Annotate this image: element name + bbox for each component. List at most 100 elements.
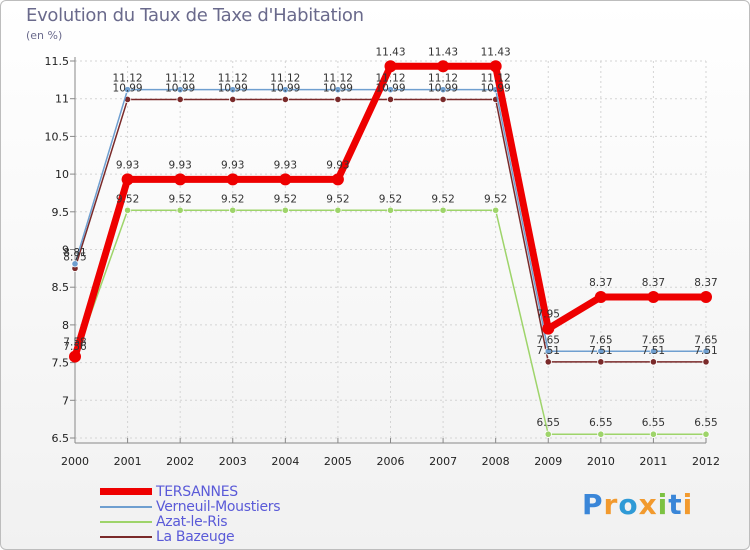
data-label: 11.12 [428,73,458,85]
legend: TERSANNES Verneuil-Moustiers Azat-le-Ris La… [100,483,281,545]
legend-label: TERSANNES [156,483,238,500]
data-label: 10.99 [270,82,300,94]
data-label: 7.56 [63,341,87,353]
data-point [439,95,447,104]
data-point [334,86,342,94]
data-label: 9.52 [431,193,454,205]
data-point [334,95,342,104]
logo-letter: i [682,488,694,521]
data-label: 9.52 [221,193,244,205]
data-point [176,206,184,214]
data-label: 7.65 [589,334,612,346]
data-point [229,86,237,94]
x-tick-label: 2000 [61,455,89,468]
x-tick-label: 2002 [166,455,194,468]
data-label: 10.99 [165,82,195,94]
data-point [702,358,710,366]
x-tick-label: 2008 [482,455,510,468]
data-point [489,60,502,73]
data-point [544,430,552,438]
chart-title: Evolution du Taux de Taxe d'Habitation [26,5,364,26]
data-label: 11.12 [165,73,195,85]
data-label: 7.65 [694,334,717,346]
x-tick-label: 2006 [377,455,405,468]
data-point [647,291,660,304]
data-point [281,86,289,94]
data-point [386,206,395,214]
y-tick-label: 7 [62,394,69,407]
data-label: 6.55 [642,417,665,429]
y-tick-label: 11.5 [45,55,70,68]
data-labels: 7.58 9.93 9.93 9.93 9.93 9.93 11.43 11.43 11.43 7… [63,46,717,429]
data-label: 9.93 [221,159,244,171]
data-label: 11.12 [218,73,248,85]
y-tick-label: 6.5 [52,432,70,445]
data-point [544,347,552,355]
data-label: 8.37 [694,277,717,289]
data-label: 11.12 [113,73,143,85]
grid [74,60,707,439]
data-point [386,86,395,94]
legend-label: Verneuil-Moustiers [156,498,281,515]
data-point [700,291,712,304]
data-label: 11.43 [428,46,458,58]
data-label: 8.75 [63,251,86,263]
data-label: 7.95 [537,309,560,321]
y-tick-label: 7.5 [52,357,70,370]
y-tick-label: 11 [55,93,69,106]
y-tick-label: 8 [62,319,69,332]
data-label: 7.51 [642,345,665,357]
data-label: 7.65 [642,334,665,346]
x-tick-label: 2003 [219,455,247,468]
data-label: 9.52 [168,193,191,205]
data-point [597,430,605,438]
data-label: 7.58 [63,337,86,349]
data-point [542,322,555,335]
data-label: 8.37 [642,277,665,289]
legend-swatch [100,520,152,523]
data-point [649,347,658,355]
data-label: 11.43 [375,46,405,58]
data-point [649,358,658,366]
data-point [437,60,450,73]
x-tick-label: 2001 [114,455,142,468]
data-label: 9.52 [379,193,402,205]
data-label: 9.52 [274,193,297,205]
data-label: 9.93 [326,159,349,171]
data-point [331,173,344,186]
legend-item: TERSANNES [100,483,280,500]
data-label: 10.99 [481,82,511,94]
data-label: 11.12 [323,73,353,85]
data-point [229,95,237,104]
y-tick-label: 8.5 [52,281,70,294]
data-point [281,95,289,104]
data-point [702,347,710,355]
legend-item: Verneuil-Moustiers [100,498,281,515]
x-tick-label: 2009 [534,455,562,468]
legend-swatch [100,488,152,495]
data-label: 7.65 [537,334,560,346]
data-label: 9.52 [484,193,507,205]
data-point [174,173,187,186]
data-point [492,206,500,214]
data-point [176,95,184,104]
x-tick-label: 2007 [429,455,457,468]
y-tick-label: 9 [62,244,69,257]
series-lines [69,60,712,438]
data-point [702,430,710,438]
x-tick-label: 2004 [271,455,299,468]
legend-label: La Bazeuge [156,528,235,545]
x-tick-label: 2012 [692,455,720,468]
y-tick-label: 10 [55,168,69,181]
legend-item: Azat-le-Ris [100,514,280,530]
data-point [544,358,552,366]
logo-letter: t [668,488,683,521]
y-tick-label: 9.5 [52,206,70,219]
data-label: 6.55 [537,417,560,429]
logo-letter: o [618,488,639,521]
data-label: 9.93 [168,159,191,171]
legend-item: La Bazeuge [100,528,280,545]
data-label: 8.81 [63,247,86,259]
